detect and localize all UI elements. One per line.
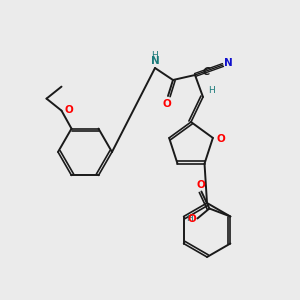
Text: O: O	[163, 99, 171, 109]
Text: H: H	[151, 51, 158, 60]
Text: O: O	[217, 134, 226, 144]
Text: O: O	[64, 105, 73, 115]
Text: C: C	[203, 67, 211, 77]
Text: N: N	[151, 56, 159, 66]
Text: H: H	[208, 86, 215, 95]
Text: O: O	[196, 179, 205, 190]
Text: N: N	[224, 58, 233, 68]
Text: H: H	[186, 214, 192, 223]
Text: O: O	[188, 214, 196, 224]
